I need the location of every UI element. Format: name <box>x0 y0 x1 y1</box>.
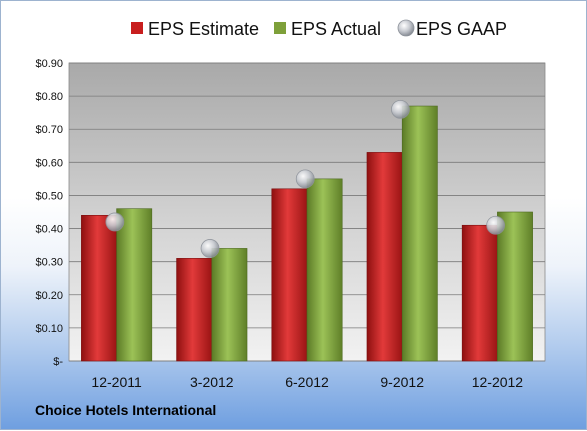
x-category-label: 12-2011 <box>91 374 142 390</box>
y-tick-label: $- <box>53 356 63 368</box>
y-tick-label: $0.90 <box>35 58 63 70</box>
legend-label: EPS GAAP <box>416 19 507 39</box>
y-tick-label: $0.10 <box>35 323 63 335</box>
legend-label: EPS Estimate <box>148 19 259 39</box>
y-tick-label: $0.70 <box>35 124 63 136</box>
estimate-bar <box>271 188 308 362</box>
x-category-label: 12-2012 <box>472 374 524 390</box>
estimate-bar <box>461 224 498 362</box>
x-axis-categories: 12-2011 3-2012 6-2012 9-2012 12-2012 <box>91 374 523 390</box>
actual-bar <box>401 105 438 362</box>
company-name: Choice Hotels International <box>35 402 217 418</box>
gaap-marker <box>486 215 506 235</box>
legend-swatch <box>274 22 286 34</box>
legend-swatch <box>397 19 415 37</box>
gaap-marker <box>105 212 125 232</box>
x-category-label: 9-2012 <box>380 374 424 390</box>
legend-swatch <box>131 22 143 34</box>
y-tick-label: $0.30 <box>35 257 63 269</box>
y-tick-label: $0.50 <box>35 190 63 202</box>
x-category-label: 6-2012 <box>285 374 329 390</box>
actual-bar <box>497 211 533 362</box>
y-tick-label: $0.60 <box>35 157 63 169</box>
estimate-bar <box>176 258 213 362</box>
actual-bar <box>116 208 153 362</box>
x-category-label: 3-2012 <box>190 374 234 390</box>
legend-label: EPS Actual <box>291 19 381 39</box>
gaap-marker <box>391 99 410 119</box>
actual-bar <box>211 248 248 362</box>
y-tick-label: $0.20 <box>35 290 63 302</box>
estimate-bar <box>81 215 117 362</box>
gaap-marker <box>295 169 315 189</box>
y-tick-label: $0.80 <box>35 91 63 103</box>
bars <box>81 105 533 362</box>
actual-bar <box>306 178 343 362</box>
gaap-markers <box>105 99 506 258</box>
legend: EPS Estimate EPS Actual EPS GAAP <box>131 19 507 39</box>
estimate-bar <box>366 152 403 362</box>
gaap-marker <box>200 239 220 258</box>
y-axis-ticks: $- $0.10 $0.20 $0.30 $0.40 $0.50 $0.60 $0.70 $0.… <box>35 58 63 368</box>
y-tick-label: $0.40 <box>35 224 63 236</box>
